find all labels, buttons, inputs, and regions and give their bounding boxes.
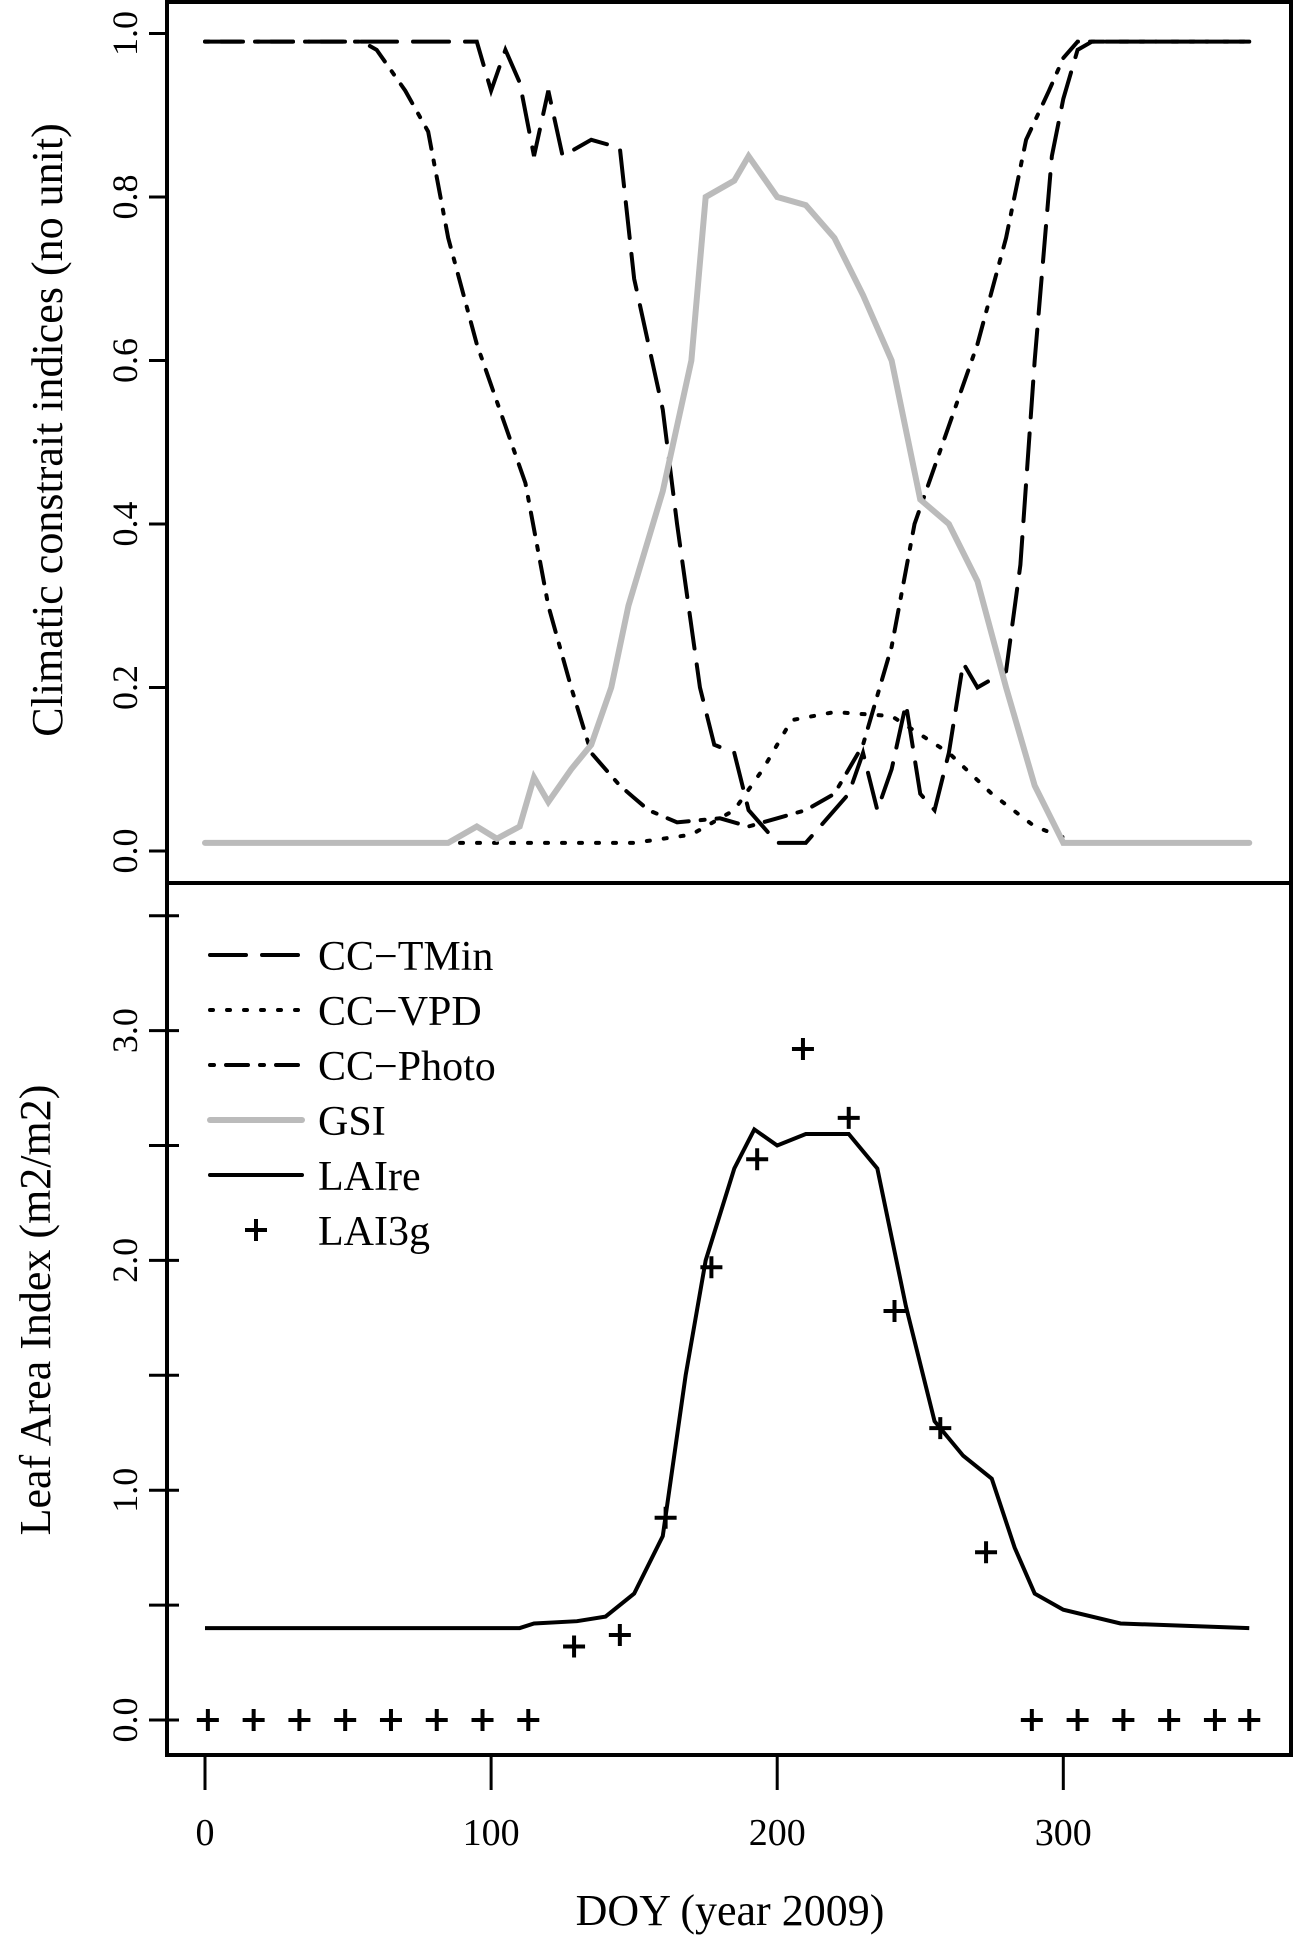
lai3g-point [975,1541,998,1564]
series-cc-tmin [203,39,1252,845]
legend-label: LAI3g [318,1209,430,1255]
series-gsi [202,150,1253,846]
legend-label: GSI [318,1099,386,1145]
legend: CC−TMin CC−VPD CC−Photo GSI LAIre LAI3g [207,934,496,1255]
legend-label: CC−Photo [318,1044,496,1090]
x-tick-label: 0 [196,1812,215,1854]
bottom-y-tick-label: 0.0 [105,1698,145,1743]
lai3g-point [746,1148,769,1171]
lai3g-point [242,1709,265,1731]
lai3g-point [608,1623,631,1646]
lai3g-point [517,1709,540,1731]
bottom-y-tick-label: 2.0 [105,1238,145,1283]
top-y-tick-label: 0.4 [105,502,145,547]
top-y-tick-label: 1.0 [105,11,145,56]
series-cc-photo [203,39,1252,829]
lai3g-point [425,1709,448,1731]
x-tick-label: 100 [463,1812,520,1854]
lai3g-point [563,1635,586,1658]
bottom-y-axis-label: Leaf Area Index (m2/m2) [11,1085,60,1536]
top-y-tick-label: 0.0 [105,829,145,874]
x-tick-label: 200 [749,1812,806,1854]
series-cc-vpd [203,710,1252,845]
legend-label: CC−TMin [318,934,493,980]
top-y-tick-label: 0.8 [105,175,145,220]
lai3g-point [334,1709,357,1731]
lai3g-point [379,1709,402,1731]
top-plot-frame [165,0,1293,885]
series-laire [205,1126,1250,1631]
lai3g-point [471,1709,494,1731]
lai3g-point [196,1709,219,1731]
lai3g-point [1203,1709,1226,1731]
lai3g-point [1158,1709,1181,1731]
bottom-plot-frame [165,881,1293,1757]
lai3g-point [883,1299,906,1322]
lai3g-point [654,1506,677,1529]
lai3g-point [791,1037,814,1060]
legend-label: CC−VPD [318,989,482,1035]
legend-symbol [245,1219,267,1241]
legend-label: LAIre [318,1154,421,1200]
bottom-y-tick-label: 3.0 [105,1008,145,1053]
top-panel: 0.0 0.2 0.4 0.6 0.8 1.0 [105,0,1293,885]
top-y-axis-label: Climatic constrait indices (no unit) [23,123,72,736]
lai3g-point [1112,1709,1135,1731]
lai3g-point [929,1417,952,1440]
lai3g-point [837,1106,860,1129]
lai3g-point [288,1709,311,1731]
lai3g-point [1238,1709,1261,1731]
top-y-tick-label: 0.2 [105,665,145,710]
x-tick-label: 300 [1035,1812,1092,1854]
x-axis-label: DOY (year 2009) [576,1886,885,1935]
bottom-y-tick-label: 1.0 [105,1468,145,1513]
bottom-panel: 0.0 1.0 2.0 3.0 0 100 200 300 CC−TMin CC−VPD CC−Ph… [105,881,1293,1854]
top-y-tick-label: 0.6 [105,338,145,383]
lai3g-point [1020,1709,1043,1731]
lai3g-point [1066,1709,1089,1731]
lai3g-point [700,1256,723,1279]
